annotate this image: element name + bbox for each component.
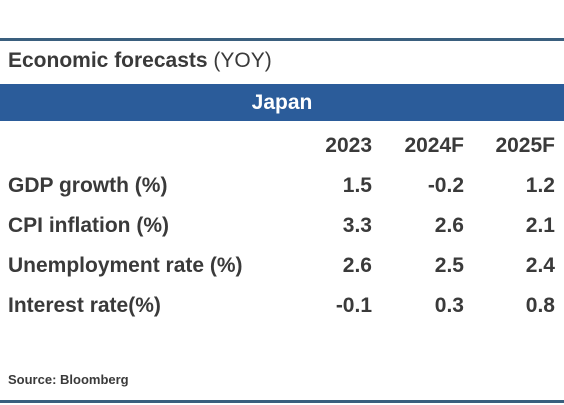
table-cell: 1.2 xyxy=(525,174,555,197)
country-header: Japan xyxy=(0,84,564,121)
table-cell: 3.3 xyxy=(342,214,372,237)
table-row-interest-rate: Interest rate(%) -0.1 0.3 0.8 xyxy=(0,286,564,326)
table-cell: 2.5 xyxy=(434,254,464,277)
table-title: Economic forecasts (YOY) xyxy=(8,48,272,74)
table-cell: 1.5 xyxy=(342,174,372,197)
table-body: 2023 2024F 2025F GDP growth (%) 1.5 -0.2… xyxy=(0,126,564,326)
column-header-2024f: 2024F xyxy=(404,134,464,157)
table-cell: 2.4 xyxy=(525,254,555,277)
column-header-2023: 2023 xyxy=(325,134,372,157)
table-title-main: Economic forecasts xyxy=(8,49,208,72)
table-cell: 0.3 xyxy=(434,294,464,317)
table-cell: 2.6 xyxy=(434,214,464,237)
bottom-divider xyxy=(0,400,564,403)
table-row-gdp-growth: GDP growth (%) 1.5 -0.2 1.2 xyxy=(0,166,564,206)
column-header-row: 2023 2024F 2025F xyxy=(0,126,564,166)
row-label: Interest rate(%) xyxy=(8,294,161,317)
row-label: Unemployment rate (%) xyxy=(8,254,243,277)
forecast-table: Economic forecasts (YOY) Japan 2023 2024… xyxy=(0,38,564,403)
table-row-cpi-inflation: CPI inflation (%) 3.3 2.6 2.1 xyxy=(0,206,564,246)
source-note: Source: Bloomberg xyxy=(8,372,129,387)
top-divider xyxy=(0,38,564,41)
column-header-2025f: 2025F xyxy=(495,134,555,157)
table-cell: -0.1 xyxy=(335,294,372,317)
table-row-unemployment-rate: Unemployment rate (%) 2.6 2.5 2.4 xyxy=(0,246,564,286)
table-cell: 2.1 xyxy=(525,214,555,237)
table-title-suffix: (YOY) xyxy=(213,49,272,72)
table-cell: 0.8 xyxy=(525,294,555,317)
table-cell: -0.2 xyxy=(427,174,464,197)
table-cell: 2.6 xyxy=(342,254,372,277)
row-label: CPI inflation (%) xyxy=(8,214,169,237)
row-label: GDP growth (%) xyxy=(8,174,168,197)
